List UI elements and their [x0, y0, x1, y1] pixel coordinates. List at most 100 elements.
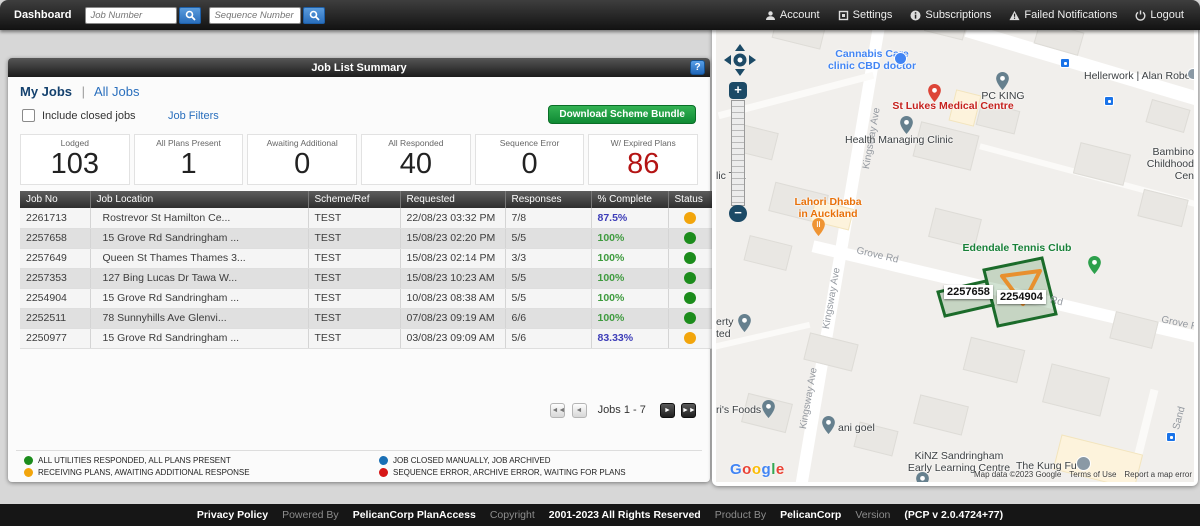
- map-pan-control[interactable]: [722, 42, 758, 78]
- logo-letter: o: [742, 461, 752, 478]
- pagination-label: Jobs 1 - 7: [597, 403, 646, 416]
- privacy-policy-link[interactable]: Privacy Policy: [196, 509, 269, 521]
- poi-label-kinz[interactable]: KiNZ Sandringham Early Learning Centre: [907, 450, 1011, 474]
- google-logo[interactable]: Google: [730, 461, 785, 478]
- poi-label-bambino[interactable]: Bambino Childhood Cen: [1146, 146, 1194, 182]
- logout-menu-item[interactable]: Logout: [1135, 9, 1184, 21]
- status-dot: [684, 332, 696, 345]
- terms-of-use-link[interactable]: Terms of Use: [1069, 470, 1117, 479]
- cell-scheme: TEST: [308, 208, 401, 229]
- poi-label-edendale-tennis[interactable]: Edendale Tennis Club: [962, 242, 1072, 254]
- legend-item: RECEIVING PLANS, AWAITING ADDITIONAL RES…: [24, 468, 379, 477]
- red-map-pin-icon[interactable]: [928, 84, 941, 102]
- stat-value: 40: [399, 148, 432, 180]
- cell-location: Rostrevor St Hamilton Ce...: [90, 208, 309, 229]
- map-canvas[interactable]: 2257658 2254904 Rd Kingsway Ave Kingsway…: [716, 8, 1194, 482]
- zoom-in-button[interactable]: +: [729, 82, 747, 99]
- gray-map-pin-icon[interactable]: [996, 72, 1009, 90]
- gray-map-pin-icon[interactable]: [916, 472, 929, 482]
- version-value: (PCP v 2.0.4724+77): [904, 509, 1004, 521]
- table-row[interactable]: 2257649 Queen St Thames Thames 3... TEST…: [20, 248, 713, 269]
- table-row[interactable]: 2252511 78 Sunnyhills Ave Glenvi... TEST…: [20, 308, 713, 329]
- zoom-slider[interactable]: [731, 100, 745, 206]
- orange-restaurant-pin-icon[interactable]: [812, 218, 825, 236]
- include-closed-jobs-checkbox[interactable]: [22, 109, 35, 122]
- cell-pct: 100%: [591, 308, 669, 329]
- table-row[interactable]: 2257658 15 Grove Rd Sandringham ... TEST…: [20, 228, 713, 249]
- download-scheme-bundle-button[interactable]: Download Scheme Bundle: [548, 105, 696, 124]
- last-page-button[interactable]: ►►: [681, 402, 696, 418]
- job-number-input[interactable]: [85, 6, 178, 24]
- cell-requested: 03/08/23 09:09 AM: [400, 328, 506, 349]
- poi-label-foods[interactable]: ri's Foods: [716, 404, 762, 416]
- account-icon: [765, 10, 776, 21]
- stat-value: 0: [521, 148, 538, 180]
- gear-icon: [838, 10, 849, 21]
- zoom-out-button[interactable]: −: [729, 205, 747, 222]
- job-marker-label[interactable]: 2257658: [944, 285, 993, 299]
- legend-text: RECEIVING PLANS, AWAITING ADDITIONAL RES…: [38, 468, 250, 477]
- help-button[interactable]: ?: [690, 60, 705, 75]
- gray-map-pin-icon[interactable]: [738, 314, 751, 332]
- poi-label-kung-fu[interactable]: The Kung Fu: [1016, 460, 1077, 472]
- table-row[interactable]: 2250977 15 Grove Rd Sandringham ... TEST…: [20, 328, 713, 349]
- account-menu-item[interactable]: Account: [765, 9, 820, 21]
- job-filters-link[interactable]: Job Filters: [168, 110, 219, 122]
- gray-map-pin-icon[interactable]: [900, 116, 913, 134]
- poi-label-health-clinic[interactable]: Health Managing Clinic: [845, 134, 953, 146]
- poi-label-ani-goel[interactable]: ani goel: [838, 422, 875, 434]
- poi-label-partial-erty[interactable]: erty ted: [716, 316, 734, 340]
- status-dot: [684, 272, 696, 285]
- transit-stop-icon[interactable]: [1060, 58, 1070, 68]
- jobs-tabs: My Jobs | All Jobs: [8, 77, 710, 99]
- job-marker-label[interactable]: 2254904: [997, 290, 1046, 304]
- top-menu: Account Settings Subscriptions Failed No…: [765, 9, 1200, 21]
- logo-letter: l: [771, 461, 776, 478]
- table-row[interactable]: 2254904 15 Grove Rd Sandringham ... TEST…: [20, 288, 713, 309]
- dashboard-brand[interactable]: Dashboard: [14, 9, 72, 21]
- transit-stop-icon[interactable]: [1166, 432, 1176, 442]
- product-name: PelicanCorp PlanAccess: [352, 509, 476, 521]
- next-page-button[interactable]: ►: [659, 402, 675, 418]
- legend-dot-red: [379, 468, 388, 477]
- settings-menu-item[interactable]: Settings: [838, 9, 892, 21]
- failed-notifications-menu-item[interactable]: Failed Notifications: [1009, 9, 1117, 21]
- sequence-number-search-button[interactable]: [303, 6, 326, 24]
- cell-location: Queen St Thames Thames 3...: [90, 248, 309, 269]
- table-row[interactable]: 2261713 Rostrevor St Hamilton Ce... TEST…: [20, 208, 713, 229]
- table-row[interactable]: 2257353 127 Bing Lucas Dr Tawa W... TEST…: [20, 268, 713, 289]
- status-dot: [684, 211, 696, 224]
- pagination: ◄◄ ◄ Jobs 1 - 7 ► ►►: [8, 402, 696, 418]
- poi-label-hellerwork[interactable]: Hellerwork | Alan Roberts: [1084, 70, 1194, 82]
- poi-label-st-lukes[interactable]: St Lukes Medical Centre: [892, 100, 1014, 112]
- stat-awaiting-additional: Awaiting Additional 0: [247, 134, 358, 185]
- cell-responses: 7/8: [505, 208, 592, 229]
- prev-page-button[interactable]: ◄: [571, 402, 587, 418]
- poi-marker-icon[interactable]: [1187, 68, 1194, 80]
- poi-marker-icon[interactable]: [1076, 456, 1091, 471]
- tab-all-jobs[interactable]: All Jobs: [93, 84, 140, 99]
- cell-location: 78 Sunnyhills Ave Glenvi...: [90, 308, 309, 329]
- first-page-button[interactable]: ◄◄: [550, 402, 566, 418]
- tab-my-jobs[interactable]: My Jobs: [20, 84, 73, 99]
- stat-all-responded: All Responded 40: [361, 134, 471, 185]
- company-name: PelicanCorp: [780, 509, 842, 521]
- poi-label-lahori-dhaba[interactable]: Lahori Dhaba in Auckland: [794, 196, 862, 220]
- subscriptions-menu-item[interactable]: Subscriptions: [910, 9, 991, 21]
- cell-scheme: TEST: [308, 308, 401, 329]
- gray-map-pin-icon[interactable]: [822, 416, 835, 434]
- report-map-error-link[interactable]: Report a map error: [1124, 470, 1192, 479]
- pharmacy-marker-icon[interactable]: [894, 52, 907, 65]
- cell-responses: 5/5: [505, 268, 592, 289]
- status-dot: [684, 292, 696, 305]
- poi-label-cannabis-care[interactable]: Cannabis Care clinic CBD doctor: [827, 48, 917, 72]
- list-controls: Include closed jobs Job Filters Download…: [20, 105, 698, 126]
- cell-responses: 3/3: [505, 248, 592, 269]
- poi-label-pc-king[interactable]: PC KING: [981, 90, 1025, 102]
- transit-stop-icon[interactable]: [1104, 96, 1114, 106]
- sequence-number-input[interactable]: [209, 6, 302, 24]
- green-map-pin-icon[interactable]: [1088, 256, 1101, 274]
- job-number-search-button[interactable]: [179, 6, 202, 24]
- stat-expired-plans: W/ Expired Plans 86: [588, 134, 699, 185]
- gray-map-pin-icon[interactable]: [762, 400, 775, 418]
